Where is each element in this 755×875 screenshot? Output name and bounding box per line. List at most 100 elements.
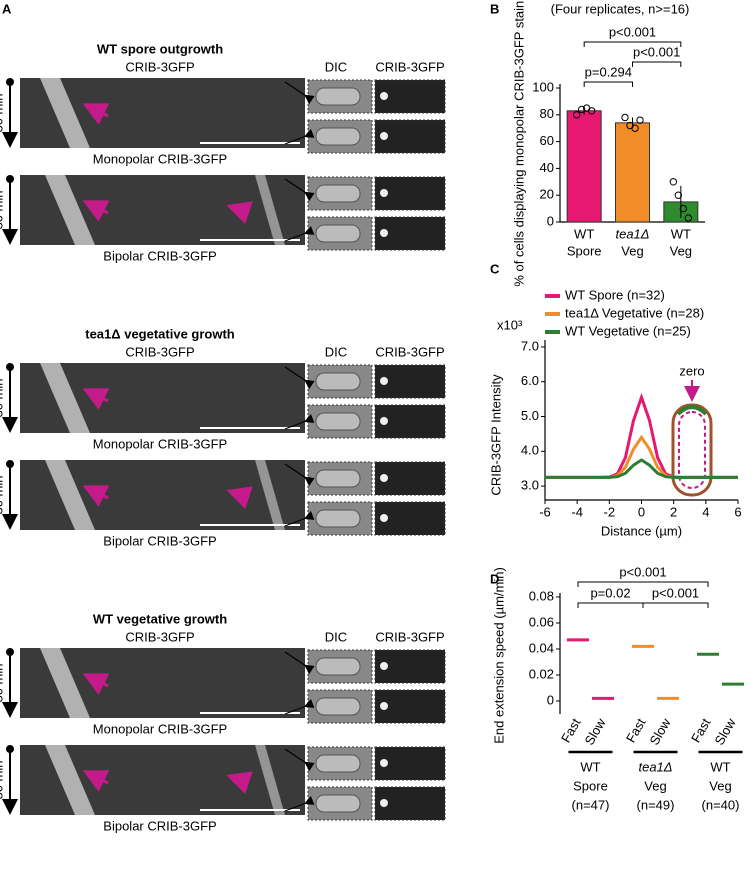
kymograph-signal xyxy=(40,648,90,718)
x-tick-label: Fast xyxy=(558,715,584,745)
x-tick-label: -6 xyxy=(539,504,551,519)
significance-label: p<0.001 xyxy=(619,564,666,579)
group-label: (n=40) xyxy=(702,797,740,812)
replicate-point xyxy=(636,116,644,124)
pointer-arrow xyxy=(82,103,110,125)
x-tick-label: WT xyxy=(574,226,594,241)
y-tick-label: 5.0 xyxy=(521,408,539,423)
replicate-point xyxy=(587,107,596,115)
gfp-spot xyxy=(380,92,388,100)
section-marker: CRIB-3GFP xyxy=(125,59,194,74)
image-header: CRIB-3GFP xyxy=(375,629,444,644)
dic-cell xyxy=(315,697,361,716)
chart-title: (Four replicates, n>=16) xyxy=(551,1,690,16)
panel-label: D xyxy=(490,571,499,586)
y-tick-label: 0 xyxy=(547,213,554,228)
panel-label: C xyxy=(490,261,500,276)
x-tick-label: Veg xyxy=(670,243,692,258)
pointer-arrow xyxy=(82,770,110,792)
dic-cell xyxy=(315,127,361,146)
significance-label: p<0.001 xyxy=(609,24,656,39)
group-label: Spore xyxy=(573,778,608,793)
time-label: 30 min xyxy=(0,190,5,229)
dic-cell xyxy=(315,657,361,676)
pointer-arrow xyxy=(226,486,253,510)
x-axis-label: Distance (µm) xyxy=(601,523,682,538)
time-label: 30 min xyxy=(0,93,5,132)
y-tick-label: 0.02 xyxy=(529,666,554,681)
group-label: (n=49) xyxy=(637,797,675,812)
y-tick-label: 7.0 xyxy=(521,338,539,353)
significance-bracket xyxy=(583,81,633,87)
x-tick-label: Veg xyxy=(621,243,643,258)
gfp-spot xyxy=(380,474,388,482)
replicate-point xyxy=(621,113,629,122)
significance-label: p=0.02 xyxy=(590,585,630,600)
replicate-point xyxy=(674,191,683,199)
kymograph-caption: Monopolar CRIB-3GFP xyxy=(93,436,227,451)
x-tick-label: Fast xyxy=(688,715,714,745)
significance-label: p<0.001 xyxy=(633,44,680,59)
kymograph-caption: Monopolar CRIB-3GFP xyxy=(93,721,227,736)
kymograph-signal xyxy=(255,175,285,245)
axes xyxy=(559,84,705,223)
y-tick-label: 80 xyxy=(540,106,554,121)
dic-cell xyxy=(315,469,361,488)
gfp-spot xyxy=(380,662,388,670)
kymograph-signal xyxy=(40,78,90,148)
gfp-spot xyxy=(380,417,388,425)
dic-cell xyxy=(315,754,361,773)
replicate-point xyxy=(684,214,693,222)
x-tick-label: -2 xyxy=(604,504,616,519)
pointer-line xyxy=(284,225,315,242)
y-axis-label: % of cells displaying monopolar CRIB-3GF… xyxy=(511,0,526,287)
image-header: DIC xyxy=(325,344,347,359)
gfp-spot xyxy=(380,132,388,140)
pointer-arrow xyxy=(226,201,253,225)
dic-cell xyxy=(315,87,361,106)
legend-label: tea1Δ Vegetative (n=28) xyxy=(565,305,704,320)
y-tick-label: 0.04 xyxy=(529,640,554,655)
kymograph-signal xyxy=(45,175,95,245)
bar xyxy=(566,110,602,223)
significance-bracket xyxy=(577,581,709,587)
section-title: WT spore outgrowth xyxy=(97,41,223,56)
annotation: zero xyxy=(679,363,704,378)
x-tick-label: Slow xyxy=(581,715,608,747)
x-tick-label: tea1Δ xyxy=(615,226,649,241)
x-tick-label: 0 xyxy=(638,504,645,519)
y-axis-label: CRIB-3GFP Intensity xyxy=(488,374,503,496)
y-unit: x10³ xyxy=(497,317,523,332)
gfp-spot xyxy=(380,514,388,522)
gfp-spot xyxy=(380,702,388,710)
pointer-line xyxy=(284,366,315,389)
gfp-spot xyxy=(380,799,388,807)
pointer-arrow xyxy=(82,485,110,507)
x-tick-label: 4 xyxy=(702,504,709,519)
time-label: 30 min xyxy=(0,663,5,702)
replicate-point xyxy=(669,178,678,186)
kymograph-caption: Monopolar CRIB-3GFP xyxy=(93,151,227,166)
pointer-line xyxy=(284,178,315,201)
significance-bracket xyxy=(577,602,644,608)
group-label: (n=47) xyxy=(572,797,610,812)
kymograph-signal xyxy=(45,460,95,530)
kymograph-signal xyxy=(255,460,285,530)
pointer-arrow xyxy=(82,388,110,410)
pointer-line xyxy=(284,81,315,104)
panel-label: B xyxy=(490,1,499,16)
y-axis-label: End extension speed (µm/min) xyxy=(491,567,506,744)
dic-cell xyxy=(315,412,361,431)
significance-label: p=0.294 xyxy=(585,64,632,79)
dic-cell xyxy=(315,372,361,391)
series-line xyxy=(545,458,738,479)
x-tick-label: Slow xyxy=(711,715,738,747)
gfp-image xyxy=(374,216,446,251)
inset-cell xyxy=(671,403,713,497)
replicate-point xyxy=(572,111,581,119)
pointer-arrow xyxy=(226,771,253,795)
bar xyxy=(615,122,650,223)
dic-cell xyxy=(315,509,361,528)
x-tick-label: Slow xyxy=(646,715,673,747)
pointer-arrow xyxy=(82,673,110,695)
